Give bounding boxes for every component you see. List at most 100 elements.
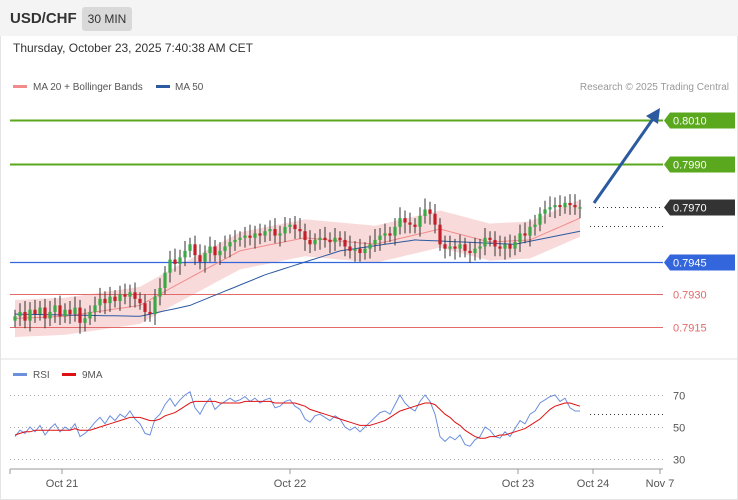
candle-body bbox=[333, 237, 337, 243]
rsi-legend: RSI 9MA bbox=[13, 370, 103, 381]
candle-body bbox=[343, 239, 347, 247]
candle-body bbox=[443, 244, 447, 249]
ma50-legend-label: MA 50 bbox=[175, 82, 204, 93]
candle-body bbox=[33, 309, 37, 315]
level-label-box-0.8010 bbox=[664, 112, 735, 129]
candle-body bbox=[148, 311, 152, 315]
candle-body bbox=[103, 298, 107, 304]
candle-body bbox=[53, 305, 57, 312]
rsi-ma-legend-swatch bbox=[62, 373, 76, 376]
candle-body bbox=[288, 224, 292, 227]
forecast-arrow-head bbox=[646, 108, 660, 124]
candle-body bbox=[488, 237, 492, 240]
candle-body bbox=[68, 309, 72, 315]
candle-body bbox=[243, 235, 247, 238]
candle-body bbox=[433, 213, 437, 225]
candle-body bbox=[218, 250, 222, 256]
candle-body bbox=[203, 253, 207, 262]
candle-body bbox=[18, 311, 22, 317]
candle-body bbox=[503, 244, 507, 249]
x-tick-label: Oct 21 bbox=[46, 478, 78, 490]
candle-body bbox=[513, 242, 517, 249]
level-label-0.7930: 0.7930 bbox=[673, 290, 707, 302]
symbol-label: USD/CHF bbox=[10, 10, 77, 27]
candle-body bbox=[373, 239, 377, 245]
candle-body bbox=[78, 307, 82, 323]
candle-body bbox=[578, 207, 582, 209]
candle-body bbox=[393, 226, 397, 236]
candle-body bbox=[573, 205, 577, 208]
level-label-0.7945: 0.7945 bbox=[673, 258, 707, 270]
timeframe-button[interactable]: 30 MIN bbox=[82, 7, 132, 31]
candle-body bbox=[28, 309, 32, 321]
levels-layer bbox=[10, 119, 663, 328]
candle-body bbox=[153, 296, 157, 315]
candle-body bbox=[138, 298, 142, 304]
candle-body bbox=[113, 296, 117, 302]
candle-body bbox=[313, 239, 317, 245]
candle-body bbox=[563, 202, 567, 208]
candle-body bbox=[268, 229, 272, 232]
candle-body bbox=[348, 246, 352, 251]
candle-body bbox=[318, 237, 322, 240]
candle-body bbox=[398, 218, 402, 227]
candle-body bbox=[23, 311, 27, 321]
x-tick-label: Nov 7 bbox=[646, 478, 675, 490]
candle-body bbox=[208, 246, 212, 254]
candle-body bbox=[63, 309, 67, 317]
candle-body bbox=[213, 246, 217, 256]
candle-body bbox=[498, 246, 502, 249]
candle-body bbox=[428, 209, 432, 214]
candle-body bbox=[13, 316, 17, 321]
candle-body bbox=[248, 235, 252, 238]
candle-body bbox=[88, 311, 92, 319]
candle-body bbox=[158, 287, 162, 297]
candle-body bbox=[558, 205, 562, 208]
x-tick-label: Oct 22 bbox=[274, 478, 306, 490]
x-tick-label: Oct 23 bbox=[502, 478, 534, 490]
candle-body bbox=[73, 307, 77, 315]
candle-body bbox=[453, 246, 457, 249]
candle-body bbox=[38, 307, 42, 315]
candle-body bbox=[298, 229, 302, 232]
candle-body bbox=[308, 239, 312, 245]
rsi-panel: 70 50 30 bbox=[10, 391, 685, 467]
candle-body bbox=[173, 259, 177, 264]
rsi-tick-70: 70 bbox=[673, 391, 685, 403]
candle-body bbox=[253, 233, 257, 238]
candle-body bbox=[338, 237, 342, 240]
candle-body bbox=[508, 244, 512, 249]
level-label-0.7990: 0.7990 bbox=[673, 160, 707, 172]
candle-body bbox=[388, 233, 392, 236]
candle-body bbox=[423, 209, 427, 216]
level-label-0.7915: 0.7915 bbox=[673, 323, 707, 335]
rsi-series-RSI bbox=[14, 391, 580, 447]
candle-body bbox=[568, 202, 572, 206]
candle-body bbox=[198, 255, 202, 262]
candle-body bbox=[418, 215, 422, 227]
candle-body bbox=[553, 205, 557, 208]
candle-body bbox=[183, 250, 187, 258]
candle-body bbox=[438, 224, 442, 245]
candle-body bbox=[228, 242, 232, 247]
candle-body bbox=[98, 298, 102, 306]
candle-body bbox=[408, 222, 412, 225]
rsi-tick-50: 50 bbox=[673, 423, 685, 435]
candle-body bbox=[83, 318, 87, 323]
candle-body bbox=[543, 209, 547, 214]
candle-body bbox=[168, 259, 172, 273]
x-axis-ticks: Oct 21 Oct 22 Oct 23 Oct 24 Nov 7 bbox=[9, 469, 675, 490]
candle-body bbox=[178, 257, 182, 264]
candle-body bbox=[328, 239, 332, 243]
rsi-series-9MA bbox=[14, 400, 581, 439]
rsi-legend-label: RSI bbox=[33, 370, 50, 381]
candle-body bbox=[378, 235, 382, 240]
candle-body bbox=[358, 248, 362, 254]
candle-body bbox=[273, 229, 277, 236]
main-legend: MA 20 + Bollinger Bands MA 50 Research ©… bbox=[13, 82, 729, 93]
rsi-ma-legend-label: 9MA bbox=[82, 370, 103, 381]
candle-body bbox=[548, 207, 552, 210]
level-label-0.7970: 0.7970 bbox=[673, 203, 707, 215]
candle-body bbox=[223, 246, 227, 251]
